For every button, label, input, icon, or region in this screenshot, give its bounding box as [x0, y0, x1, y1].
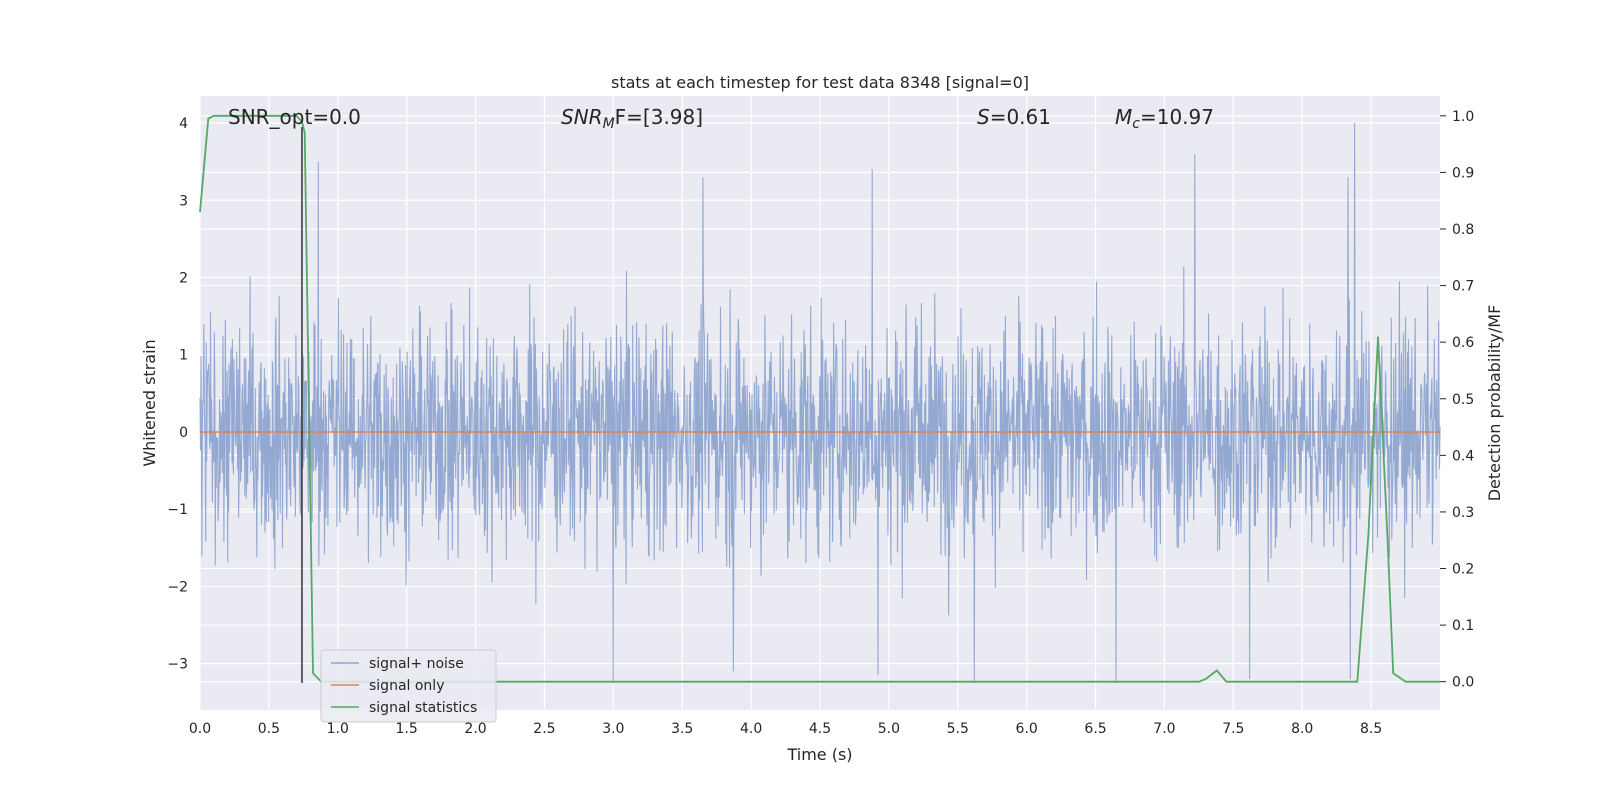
- y-axis-left-title: Whitened strain: [140, 339, 159, 466]
- x-tick-label: 2.0: [464, 721, 486, 737]
- y-right-tick-label: 0.5: [1452, 392, 1474, 408]
- annotation-mc-var: M: [1115, 105, 1132, 129]
- x-tick-label: 5.5: [947, 721, 969, 737]
- annotation-snr-mf-rest: F=[3.98]: [615, 105, 703, 129]
- y-right-tick-label: 0.1: [1452, 618, 1474, 634]
- x-tick-label: 5.0: [878, 721, 900, 737]
- chart-title: stats at each timestep for test data 834…: [611, 73, 1029, 92]
- x-tick-label: 0.0: [189, 721, 211, 737]
- x-axis-title: Time (s): [786, 745, 852, 764]
- y-right-tick-label: 1.0: [1452, 109, 1474, 125]
- y-left-tick-label: 3: [179, 193, 188, 209]
- annotation-s: S=0.61: [977, 105, 1051, 129]
- x-tick-label: 4.0: [740, 721, 762, 737]
- legend-label-signal-noise: signal+ noise: [369, 656, 464, 672]
- x-axis-ticks: 0.0 0.5 1.0 1.5 2.0 2.5 3.0 3.5 4.0 4.5 5.0 5.5 6.0 6…: [189, 721, 1382, 737]
- legend: signal+ noise signal only signal statist…: [320, 649, 497, 723]
- y-left-tick-label: 4: [179, 116, 188, 132]
- annotation-s-var: S: [977, 105, 990, 129]
- y-right-tick-label: 0.8: [1452, 222, 1474, 238]
- y-right-tick-label: 0.6: [1452, 335, 1474, 351]
- y-right-tick-label: 0.9: [1452, 165, 1474, 181]
- line-signal-statistics: [199, 114, 1440, 683]
- y-right-tick-label: 0.7: [1452, 279, 1474, 295]
- x-tick-label: 0.5: [258, 721, 280, 737]
- x-tick-label: 7.0: [1153, 721, 1175, 737]
- x-tick-label: 4.5: [809, 721, 831, 737]
- annotation-snr-mf-sub: M: [603, 116, 615, 132]
- annotation-s-value: =0.61: [990, 105, 1051, 129]
- x-tick-label: 1.0: [327, 721, 349, 737]
- y-left-tick-label: 0: [179, 425, 188, 441]
- x-tick-label: 6.5: [1084, 721, 1106, 737]
- y-axis-left-ticks: −3 −2 −1 0 1 2 3 4: [167, 116, 188, 673]
- y-axis-right-title: Detection probability/MF: [1485, 305, 1504, 502]
- y-left-tick-label: −3: [167, 657, 188, 673]
- y-left-tick-label: 2: [179, 270, 188, 286]
- x-tick-label: 8.0: [1291, 721, 1313, 737]
- series-signal-statistics: [199, 114, 1440, 683]
- series-signal-noise: [199, 122, 1441, 684]
- annotation-mc-value: =10.97: [1140, 105, 1214, 129]
- x-tick-label: 3.0: [602, 721, 624, 737]
- annotation-mc: Mc=10.97: [1115, 105, 1214, 132]
- grid-x: [199, 96, 1372, 710]
- annotation-snr-mf: SNRMF=[3.98]: [561, 105, 703, 132]
- x-tick-label: 2.5: [533, 721, 555, 737]
- y-right-tick-label: 0.4: [1452, 448, 1474, 464]
- y-left-tick-label: 1: [179, 348, 188, 364]
- legend-box: [320, 649, 497, 723]
- x-tick-label: 7.5: [1222, 721, 1244, 737]
- legend-label-signal-only: signal only: [369, 678, 444, 694]
- legend-label-signal-statistics: signal statistics: [369, 700, 477, 716]
- y-right-tick-label: 0.2: [1452, 562, 1474, 578]
- y-left-tick-label: −1: [167, 502, 188, 518]
- line-signal-noise: [199, 122, 1441, 684]
- y-right-tick-label: 0.0: [1452, 675, 1474, 691]
- y-axis-right-ticks: 0.0 0.1 0.2 0.3 0.4 0.5 0.6 0.7 0.8 0.9 1.0: [1440, 109, 1474, 691]
- x-tick-label: 6.0: [1016, 721, 1038, 737]
- annotation-snr-opt: SNR_opt=0.0: [228, 105, 361, 129]
- y-left-tick-label: −2: [167, 579, 188, 595]
- annotation-snr-mf-base: SNR: [561, 105, 603, 129]
- annotation-mc-sub: c: [1132, 116, 1140, 132]
- x-tick-label: 8.5: [1360, 721, 1382, 737]
- x-tick-label: 1.5: [396, 721, 418, 737]
- x-tick-label: 3.5: [671, 721, 693, 737]
- y-right-tick-label: 0.3: [1452, 505, 1474, 521]
